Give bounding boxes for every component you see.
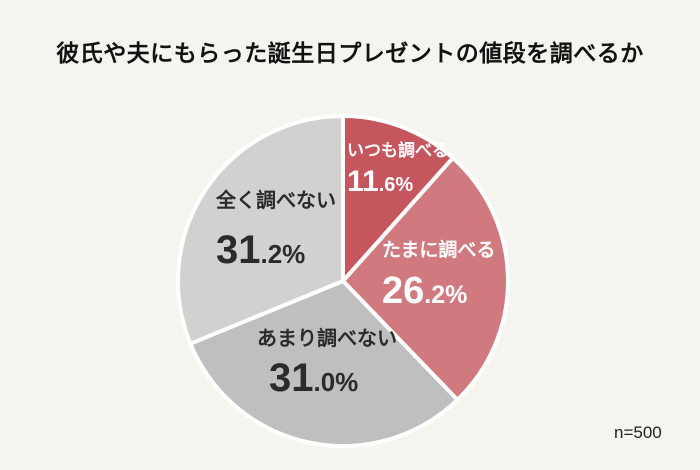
slice-value: 31.2% (216, 230, 336, 270)
slice-value-int: 31 (269, 356, 314, 400)
page-title: 彼氏や夫にもらった誕生日プレゼントの値段を調べるか (56, 40, 644, 66)
slice-name: あまり調べない (257, 328, 397, 350)
slice-label-always: いつも調べる 11.6% (347, 141, 449, 197)
slice-value-frac: .2% (260, 239, 306, 269)
slice-name: いつも調べる (347, 141, 449, 160)
pie-slice-1 (341, 155, 510, 402)
pie-slice-0 (341, 114, 455, 283)
pie-slice-3 (176, 114, 345, 346)
slice-label-never: 全く調べない 31.2% (216, 189, 336, 270)
slice-value-int: 11 (347, 165, 379, 199)
sample-size-note: n=500 (614, 423, 662, 442)
slice-value-int: 26 (382, 269, 425, 312)
slice-value: 31.0% (269, 358, 397, 398)
slice-value-int: 31 (216, 228, 261, 272)
slice-name: たまに調べる (382, 240, 496, 261)
slice-label-sometimes: たまに調べる 26.2% (382, 240, 495, 310)
pie-chart (176, 114, 510, 448)
slice-value-frac: .6% (378, 174, 414, 197)
slice-label-rarely: あまり調べない 31.0% (257, 327, 397, 398)
pie-chart-area: いつも調べる 11.6% たまに調べる 26.2% あまり調べない 31.0% … (173, 111, 513, 451)
slice-value-frac: .2% (424, 280, 468, 309)
slice-value-frac: .0% (313, 367, 359, 397)
slice-value: 11.6% (347, 167, 449, 197)
slice-value: 26.2% (382, 272, 495, 310)
slice-name: 全く調べない (216, 190, 336, 212)
pie-slice-2 (188, 279, 460, 448)
